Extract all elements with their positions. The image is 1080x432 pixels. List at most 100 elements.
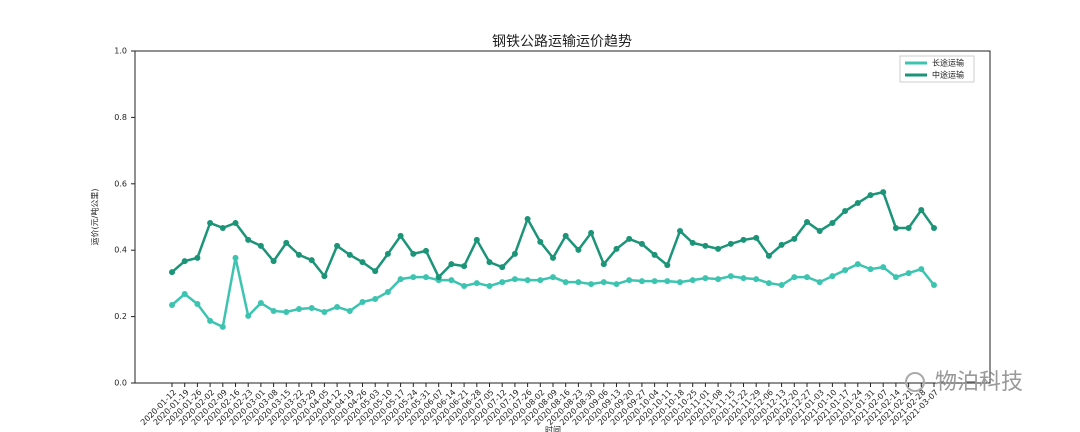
point xyxy=(892,224,899,231)
point xyxy=(461,283,468,290)
point xyxy=(486,259,493,266)
point xyxy=(600,261,607,268)
point xyxy=(169,301,175,308)
point xyxy=(842,208,849,215)
point xyxy=(296,251,302,258)
point xyxy=(232,219,239,226)
point xyxy=(804,274,810,281)
y-tick-label: 0.0 xyxy=(114,379,127,388)
point xyxy=(715,276,722,283)
point xyxy=(575,279,582,286)
point xyxy=(892,274,899,281)
point xyxy=(816,227,823,234)
y-tick-label: 1.0 xyxy=(114,47,127,56)
point xyxy=(283,308,290,315)
point xyxy=(689,239,696,246)
point xyxy=(410,250,417,257)
point xyxy=(664,262,671,269)
point xyxy=(677,279,683,286)
point xyxy=(511,250,518,257)
point xyxy=(384,250,391,257)
point xyxy=(854,261,861,268)
point xyxy=(372,268,379,275)
chart-title: 钢铁公路运输运价趋势 xyxy=(492,34,632,50)
point xyxy=(397,232,404,239)
legend-label: 中途运输 xyxy=(932,70,964,80)
point xyxy=(270,258,277,265)
watermark: 物泊科技 xyxy=(935,370,1023,395)
point xyxy=(931,282,937,289)
point xyxy=(181,258,188,265)
point xyxy=(359,259,366,266)
point xyxy=(499,264,506,271)
plot-frame xyxy=(134,50,991,384)
point xyxy=(651,278,658,285)
point xyxy=(384,289,391,296)
y-tick-label: 0.4 xyxy=(114,246,127,255)
y-axis-label: 运价(元/吨公里) xyxy=(90,189,100,246)
point xyxy=(588,281,595,288)
point xyxy=(677,227,683,234)
point xyxy=(778,241,785,248)
point xyxy=(562,279,569,286)
point xyxy=(346,307,353,314)
point xyxy=(296,305,302,312)
point xyxy=(524,215,531,222)
point xyxy=(486,283,493,290)
point xyxy=(257,242,264,249)
legend-box xyxy=(899,55,975,83)
point xyxy=(448,261,455,268)
point xyxy=(753,276,760,283)
point xyxy=(346,251,353,258)
point xyxy=(842,267,849,274)
point xyxy=(829,273,836,280)
point xyxy=(550,254,556,261)
point xyxy=(207,317,214,324)
point xyxy=(257,299,264,306)
point xyxy=(613,245,620,252)
point xyxy=(283,239,290,246)
point xyxy=(334,303,341,310)
point xyxy=(638,278,645,285)
point xyxy=(308,304,315,311)
point xyxy=(880,189,887,196)
point xyxy=(550,274,556,281)
point xyxy=(207,219,214,226)
point xyxy=(461,263,468,270)
point xyxy=(740,275,747,282)
point xyxy=(753,234,760,241)
y-tick-label: 0.2 xyxy=(114,312,127,321)
point xyxy=(740,236,747,243)
point xyxy=(727,273,734,280)
point xyxy=(702,242,709,249)
legend-label: 长途运输 xyxy=(932,58,964,68)
point xyxy=(931,224,937,231)
point xyxy=(308,257,315,264)
point xyxy=(473,236,480,243)
point xyxy=(905,224,912,231)
point xyxy=(880,264,887,271)
point xyxy=(270,307,277,314)
point xyxy=(562,232,569,239)
point xyxy=(245,236,252,243)
point xyxy=(664,278,671,285)
point xyxy=(918,266,925,273)
point xyxy=(816,279,823,286)
point xyxy=(905,270,912,277)
y-tick-label: 0.6 xyxy=(114,179,127,188)
point xyxy=(804,218,810,225)
y-tick-label: 0.8 xyxy=(114,113,127,122)
point xyxy=(334,242,341,249)
point xyxy=(651,251,658,258)
point xyxy=(829,219,836,226)
point xyxy=(397,276,404,283)
point xyxy=(435,274,442,281)
point xyxy=(626,277,633,284)
point xyxy=(499,279,506,286)
point xyxy=(778,282,785,289)
point xyxy=(194,254,201,261)
point xyxy=(245,312,252,319)
point xyxy=(588,229,595,236)
point xyxy=(423,274,429,281)
